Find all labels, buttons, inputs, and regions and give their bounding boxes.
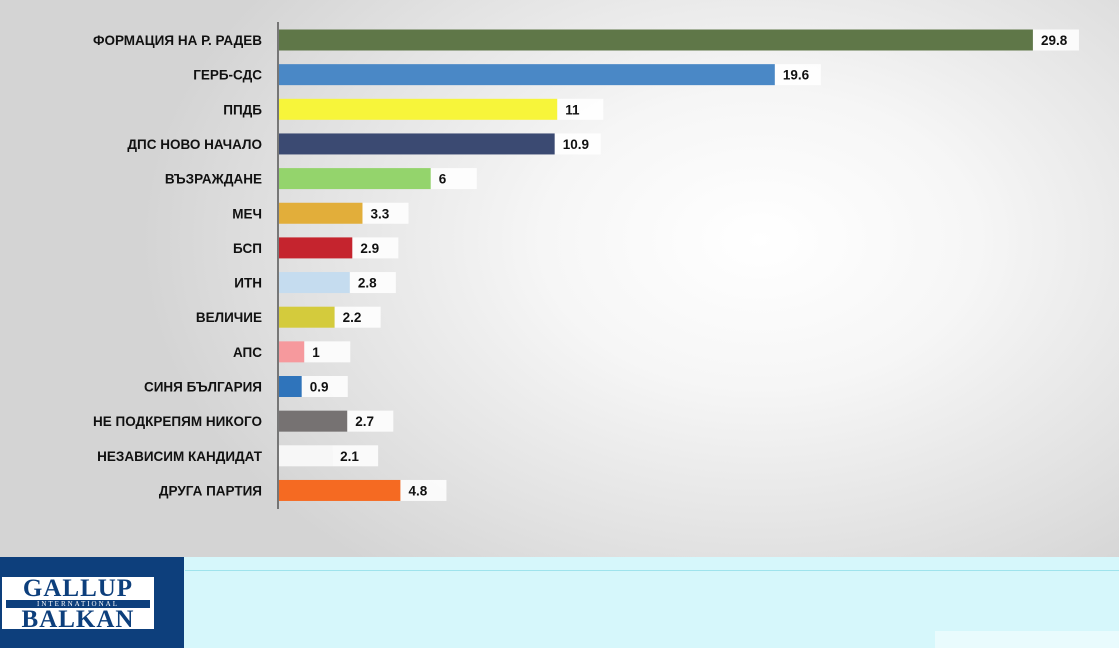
value-label-background xyxy=(430,168,477,190)
value-label: 10.9 xyxy=(563,137,589,152)
bar xyxy=(279,341,305,363)
value-label-background xyxy=(774,64,821,86)
value-label: 0.9 xyxy=(310,380,329,395)
value-label: 3.3 xyxy=(370,206,389,221)
value-label: 2.1 xyxy=(340,449,359,464)
value-label-background xyxy=(557,98,604,120)
value-label: 2.7 xyxy=(355,414,374,429)
bar xyxy=(279,64,775,86)
category-label: ДПС НОВО НАЧАЛО xyxy=(127,137,262,152)
category-label: ВЕЛИЧИЕ xyxy=(196,310,262,325)
value-label-background xyxy=(1032,29,1079,51)
bar xyxy=(279,376,302,397)
bar xyxy=(279,29,1033,51)
value-label: 2.8 xyxy=(358,276,377,291)
category-label: НЕЗАВИСИМ КАНДИДАТ xyxy=(97,449,263,464)
category-label: БСП xyxy=(233,241,262,256)
value-label: 29.8 xyxy=(1041,33,1068,48)
category-label: ВЪЗРАЖДАНЕ xyxy=(165,172,262,187)
bar xyxy=(279,133,555,155)
category-label: ГЕРБ-СДС xyxy=(193,68,262,83)
bar xyxy=(279,306,335,328)
bar xyxy=(279,410,348,432)
category-label: НЕ ПОДКРЕПЯМ НИКОГО xyxy=(93,414,262,429)
logo-word-balkan: BALKAN xyxy=(21,606,135,633)
chart-area: ФОРМАЦИЯ НА Р. РАДЕВ 29.8 ГЕРБ-СДС 19.6 ППДБ… xyxy=(0,0,1119,557)
value-label-background xyxy=(347,410,394,432)
category-label: ФОРМАЦИЯ НА Р. РАДЕВ xyxy=(93,33,262,48)
value-label: 4.8 xyxy=(408,483,427,498)
footer-corner-panel xyxy=(935,631,1119,648)
value-label-background xyxy=(301,376,348,397)
bar xyxy=(279,272,350,294)
bar xyxy=(279,237,353,259)
category-label: АПС xyxy=(233,345,262,360)
value-label: 6 xyxy=(439,172,447,187)
value-label: 19.6 xyxy=(783,68,810,83)
category-label: СИНЯ БЪЛГАРИЯ xyxy=(144,380,262,395)
value-label-background xyxy=(349,272,396,294)
bar xyxy=(279,445,333,467)
bar xyxy=(279,202,363,224)
category-label: МЕЧ xyxy=(232,206,262,221)
value-label-background xyxy=(554,133,601,155)
logo-plate: GALLUP INTERNATIONAL BALKAN xyxy=(2,575,154,633)
value-label: 2.9 xyxy=(360,241,379,256)
bar-chart: ФОРМАЦИЯ НА Р. РАДЕВ 29.8 ГЕРБ-СДС 19.6 ППДБ… xyxy=(92,22,1079,509)
logo-word-gallup: GALLUP xyxy=(22,575,134,602)
value-label-background xyxy=(362,202,409,224)
value-label-background xyxy=(334,306,381,328)
category-label: ППДБ xyxy=(223,102,262,117)
category-label: ДРУГА ПАРТИЯ xyxy=(159,483,262,498)
logo-band-international: INTERNATIONAL xyxy=(6,600,150,608)
value-label-background xyxy=(332,445,379,467)
value-label: 1 xyxy=(312,345,320,360)
bar xyxy=(279,168,431,190)
category-label: ИТН xyxy=(234,276,262,291)
value-label-background xyxy=(352,237,399,259)
bar xyxy=(279,98,558,120)
bar xyxy=(279,479,401,501)
value-label-background xyxy=(304,341,351,363)
gallup-logo: GALLUP INTERNATIONAL BALKAN xyxy=(0,557,184,648)
value-label-background xyxy=(400,479,447,501)
value-label: 2.2 xyxy=(343,310,362,325)
footer-bar: GALLUP INTERNATIONAL BALKAN xyxy=(0,557,1119,648)
value-label: 11 xyxy=(565,102,580,117)
footer-divider xyxy=(185,570,1119,571)
